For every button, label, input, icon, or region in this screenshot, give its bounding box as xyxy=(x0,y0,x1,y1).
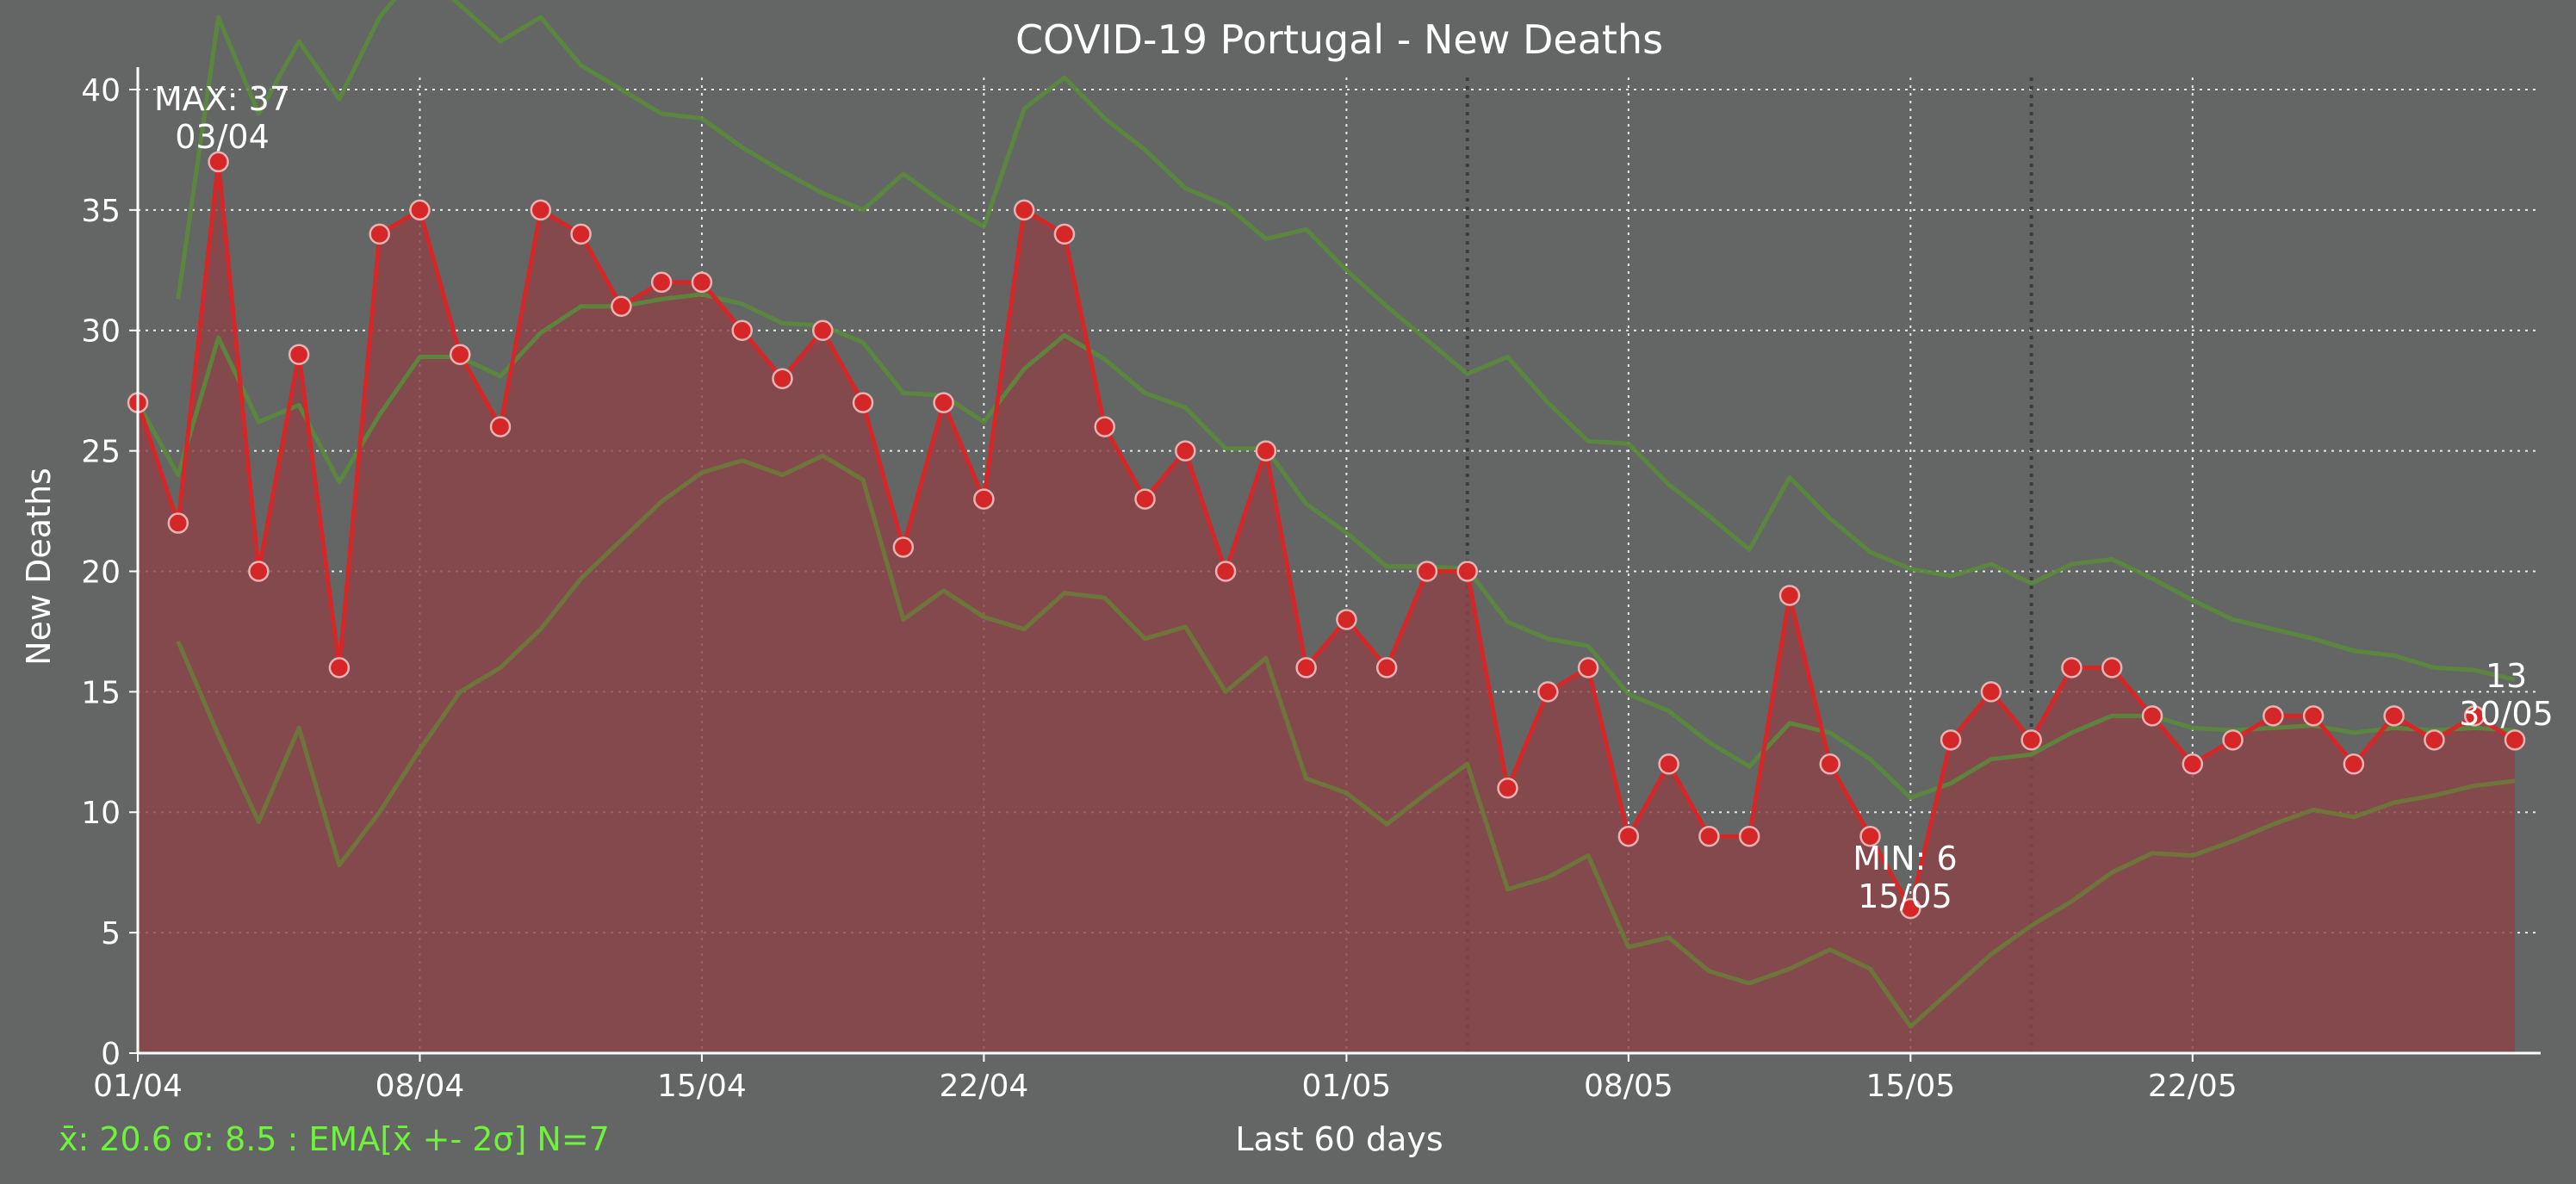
data-point xyxy=(1053,223,1076,245)
y-tick-label: 40 xyxy=(81,73,121,108)
last-date: 30/05 xyxy=(2459,695,2554,733)
data-point xyxy=(1980,681,2002,703)
data-point xyxy=(2424,729,2445,751)
data-point xyxy=(2222,729,2244,751)
data-point xyxy=(248,561,270,582)
data-point xyxy=(1859,825,1881,847)
x-axis-label: Last 60 days xyxy=(1235,1120,1443,1158)
data-point xyxy=(1698,825,1720,847)
data-point xyxy=(1497,778,1518,799)
upper-band-line xyxy=(176,0,2516,682)
data-point xyxy=(530,199,552,221)
y-axis: 0 5 10 15 20 25 30 35 40 xyxy=(81,67,140,1072)
plot-area xyxy=(127,0,2526,1053)
data-point xyxy=(1537,681,1559,703)
data-point xyxy=(1577,657,1599,679)
y-axis-label: New Deaths xyxy=(20,468,58,666)
y-tick-label: 35 xyxy=(81,194,121,229)
y-tick-label: 0 xyxy=(101,1037,121,1072)
data-point xyxy=(1617,825,1640,847)
data-point xyxy=(328,657,351,679)
min-date: 15/05 xyxy=(1858,877,1952,915)
max-date: 03/04 xyxy=(175,118,270,156)
data-point xyxy=(812,319,834,341)
data-point xyxy=(650,271,673,294)
data-point xyxy=(852,392,874,413)
data-point xyxy=(1940,729,1962,751)
data-point xyxy=(1778,585,1801,606)
data-point xyxy=(772,368,793,389)
y-tick-label: 25 xyxy=(81,435,121,470)
x-axis: 01/04 08/04 15/04 22/04 01/05 08/05 15/05 22/05 xyxy=(93,1051,2541,1104)
data-point xyxy=(2504,729,2526,751)
data-point xyxy=(1255,440,1277,462)
data-point xyxy=(1375,657,1398,679)
data-point xyxy=(1013,199,1035,221)
data-point xyxy=(691,271,713,294)
data-point xyxy=(1175,440,1196,462)
data-point xyxy=(1819,753,1841,775)
chart-title: COVID-19 Portugal - New Deaths xyxy=(1015,16,1663,63)
x-tick-label: 15/05 xyxy=(1865,1069,1955,1104)
data-point xyxy=(2383,705,2405,727)
x-tick-label: 01/04 xyxy=(93,1069,183,1104)
data-point xyxy=(2302,705,2325,727)
lower-band-line xyxy=(176,453,2516,1029)
data-point xyxy=(449,344,471,365)
data-point xyxy=(1456,561,1478,582)
data-point xyxy=(1134,488,1156,510)
data-point xyxy=(2141,705,2163,727)
data-point xyxy=(489,416,512,437)
x-tick-label: 08/04 xyxy=(376,1069,465,1104)
data-point xyxy=(1738,825,1760,847)
data-point xyxy=(2061,657,2083,679)
y-tick-label: 15 xyxy=(81,675,121,710)
x-tick-label: 22/04 xyxy=(940,1069,1029,1104)
deaths-area-fill xyxy=(138,161,2516,1053)
data-point xyxy=(2101,657,2123,679)
y-tick-label: 30 xyxy=(81,314,121,350)
data-point xyxy=(208,151,229,173)
data-point xyxy=(2343,753,2365,775)
x-tick-label: 08/05 xyxy=(1584,1069,1673,1104)
data-point xyxy=(1094,416,1115,437)
data-point xyxy=(1295,657,1317,679)
ema-line xyxy=(135,292,2516,800)
y-tick-label: 10 xyxy=(81,796,121,831)
x-tick-label: 01/05 xyxy=(1302,1069,1392,1104)
data-point xyxy=(973,488,995,510)
data-point xyxy=(933,392,954,413)
data-point xyxy=(2463,705,2486,727)
data-point xyxy=(1658,753,1679,775)
last-label: 13 xyxy=(2486,657,2527,695)
data-point xyxy=(892,536,915,558)
min-label: MIN: 6 xyxy=(1853,840,1957,877)
data-point xyxy=(1336,609,1357,630)
data-point xyxy=(611,295,632,318)
stats-text: x̄: 20.6 σ: 8.5 : EMA[x̄ +- 2σ] N=7 xyxy=(59,1120,610,1158)
data-point xyxy=(2182,753,2204,775)
data-point xyxy=(1900,897,1921,920)
x-tick-label: 22/05 xyxy=(2148,1069,2238,1104)
data-point xyxy=(2263,705,2284,727)
max-label: MAX: 37 xyxy=(154,80,290,118)
data-point xyxy=(288,344,310,365)
annotations: MAX: 37 03/04 MIN: 6 15/05 13 30/05 xyxy=(154,80,2554,915)
data-point xyxy=(1416,561,1438,582)
data-point xyxy=(167,512,189,534)
y-tick-label: 5 xyxy=(101,916,121,952)
data-point xyxy=(2020,729,2042,751)
data-point xyxy=(369,223,390,245)
x-tick-label: 15/04 xyxy=(657,1069,747,1104)
data-point xyxy=(570,223,592,245)
data-point xyxy=(731,319,753,341)
data-point xyxy=(1214,561,1237,582)
data-point xyxy=(409,199,431,221)
y-tick-label: 20 xyxy=(81,555,121,590)
